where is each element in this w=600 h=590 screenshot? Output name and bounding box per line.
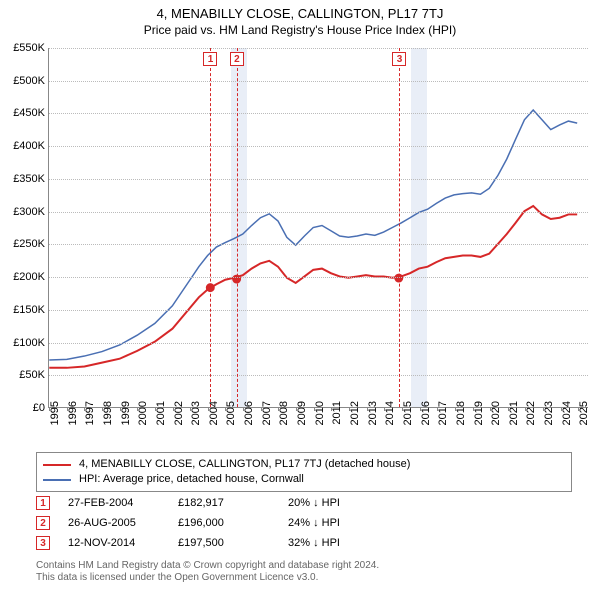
- chart-svg: [49, 48, 588, 407]
- xtick-label: 2014: [384, 401, 396, 441]
- xtick-label: 1998: [102, 401, 114, 441]
- gridline-h: [49, 310, 588, 311]
- xtick-label: 2004: [208, 401, 220, 441]
- gridline-h: [49, 113, 588, 114]
- ytick-label: £400K: [3, 140, 45, 152]
- xtick-label: 1996: [67, 401, 79, 441]
- sale-marker-2: 2: [36, 516, 50, 530]
- sale-marker-box: 2: [230, 52, 244, 66]
- ytick-label: £50K: [3, 369, 45, 381]
- sale-diff: 32% ↓ HPI: [288, 537, 398, 549]
- sale-marker-1: 1: [36, 496, 50, 510]
- sales-table: 1 27-FEB-2004 £182,917 20% ↓ HPI 2 26-AU…: [36, 494, 398, 554]
- series-hpi: [49, 110, 577, 360]
- xtick-label: 2000: [137, 401, 149, 441]
- footer: Contains HM Land Registry data © Crown c…: [36, 560, 379, 584]
- sale-date: 12-NOV-2014: [68, 537, 178, 549]
- series-property: [49, 206, 577, 368]
- xtick-label: 2011: [331, 401, 343, 441]
- xtick-label: 2012: [349, 401, 361, 441]
- gridline-h: [49, 81, 588, 82]
- legend-row-hpi: HPI: Average price, detached house, Corn…: [43, 472, 565, 487]
- xtick-label: 2009: [296, 401, 308, 441]
- xtick-label: 2025: [578, 401, 590, 441]
- sale-row: 1 27-FEB-2004 £182,917 20% ↓ HPI: [36, 494, 398, 512]
- xtick-label: 2003: [190, 401, 202, 441]
- legend-row-property: 4, MENABILLY CLOSE, CALLINGTON, PL17 7TJ…: [43, 457, 565, 472]
- sale-price: £196,000: [178, 517, 288, 529]
- xtick-label: 2015: [402, 401, 414, 441]
- sale-row: 3 12-NOV-2014 £197,500 32% ↓ HPI: [36, 534, 398, 552]
- xtick-label: 2013: [367, 401, 379, 441]
- xtick-label: 2020: [490, 401, 502, 441]
- gridline-h: [49, 212, 588, 213]
- legend-swatch-hpi: [43, 479, 71, 481]
- gridline-h: [49, 179, 588, 180]
- sale-date: 27-FEB-2004: [68, 497, 178, 509]
- sale-vline: [399, 48, 400, 407]
- sale-diff: 20% ↓ HPI: [288, 497, 398, 509]
- chart-container: 4, MENABILLY CLOSE, CALLINGTON, PL17 7TJ…: [0, 0, 600, 590]
- xtick-label: 1999: [120, 401, 132, 441]
- sale-row: 2 26-AUG-2005 £196,000 24% ↓ HPI: [36, 514, 398, 532]
- xtick-label: 2001: [155, 401, 167, 441]
- gridline-h: [49, 244, 588, 245]
- legend-swatch-property: [43, 464, 71, 466]
- xtick-label: 2022: [525, 401, 537, 441]
- ytick-label: £450K: [3, 107, 45, 119]
- xtick-label: 2021: [508, 401, 520, 441]
- xtick-label: 2016: [420, 401, 432, 441]
- titles: 4, MENABILLY CLOSE, CALLINGTON, PL17 7TJ…: [0, 0, 600, 37]
- xtick-label: 2005: [225, 401, 237, 441]
- ytick-label: £150K: [3, 304, 45, 316]
- gridline-h: [49, 146, 588, 147]
- sale-marker-3: 3: [36, 536, 50, 550]
- gridline-h: [49, 277, 588, 278]
- xtick-label: 2007: [261, 401, 273, 441]
- xtick-label: 2018: [455, 401, 467, 441]
- footer-line1: Contains HM Land Registry data © Crown c…: [36, 560, 379, 572]
- sale-diff: 24% ↓ HPI: [288, 517, 398, 529]
- chart-subtitle: Price paid vs. HM Land Registry's House …: [0, 23, 600, 37]
- gridline-h: [49, 343, 588, 344]
- xtick-label: 2019: [473, 401, 485, 441]
- legend-label-hpi: HPI: Average price, detached house, Corn…: [79, 472, 304, 487]
- sale-date: 26-AUG-2005: [68, 517, 178, 529]
- ytick-label: £200K: [3, 271, 45, 283]
- xtick-label: 2006: [243, 401, 255, 441]
- sale-marker-box: 1: [203, 52, 217, 66]
- xtick-label: 2002: [173, 401, 185, 441]
- gridline-h: [49, 48, 588, 49]
- sale-marker-box: 3: [392, 52, 406, 66]
- xtick-label: 2010: [314, 401, 326, 441]
- xtick-label: 1995: [49, 401, 61, 441]
- ytick-label: £100K: [3, 337, 45, 349]
- chart-title: 4, MENABILLY CLOSE, CALLINGTON, PL17 7TJ: [0, 6, 600, 21]
- sale-vline: [210, 48, 211, 407]
- xtick-label: 2008: [278, 401, 290, 441]
- ytick-label: £250K: [3, 238, 45, 250]
- footer-line2: This data is licensed under the Open Gov…: [36, 572, 379, 584]
- ytick-label: £550K: [3, 42, 45, 54]
- sale-vline: [237, 48, 238, 407]
- ytick-label: £0: [3, 402, 45, 414]
- xtick-label: 2024: [561, 401, 573, 441]
- plot-area: £0£50K£100K£150K£200K£250K£300K£350K£400…: [48, 48, 588, 408]
- legend-label-property: 4, MENABILLY CLOSE, CALLINGTON, PL17 7TJ…: [79, 457, 410, 472]
- xtick-label: 2023: [543, 401, 555, 441]
- legend: 4, MENABILLY CLOSE, CALLINGTON, PL17 7TJ…: [36, 452, 572, 492]
- xtick-label: 2017: [437, 401, 449, 441]
- ytick-label: £300K: [3, 206, 45, 218]
- ytick-label: £500K: [3, 75, 45, 87]
- gridline-h: [49, 375, 588, 376]
- sale-price: £197,500: [178, 537, 288, 549]
- sale-price: £182,917: [178, 497, 288, 509]
- xtick-label: 1997: [84, 401, 96, 441]
- ytick-label: £350K: [3, 173, 45, 185]
